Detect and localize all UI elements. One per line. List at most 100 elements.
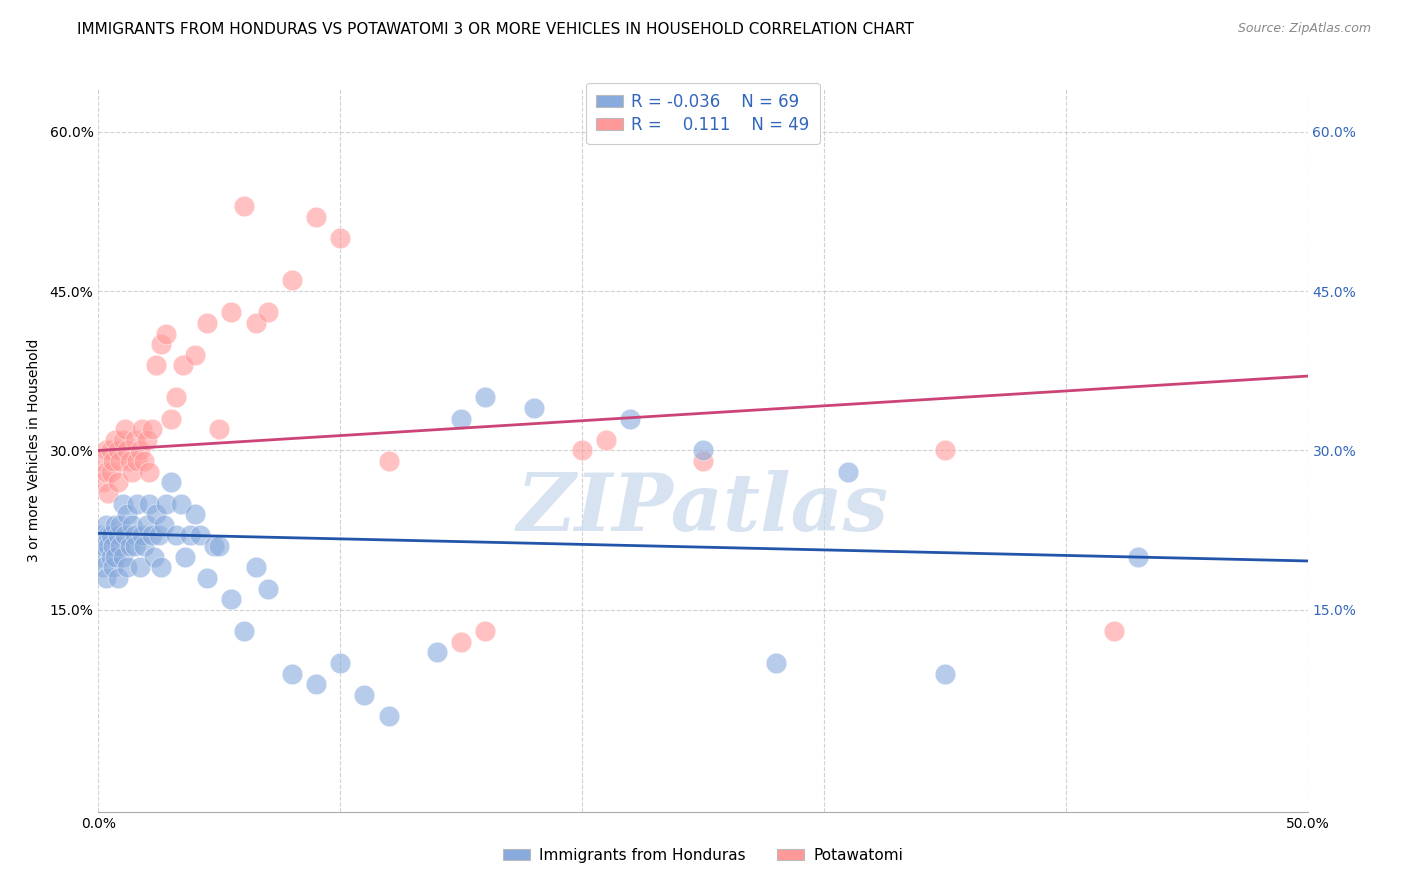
Point (141, 528, 163, 542)
Point (131, 422, 153, 436)
Point (232, 624, 254, 639)
Point (100, 443, 122, 458)
Point (91, 560, 114, 574)
Point (195, 316, 218, 330)
Point (281, 666, 304, 681)
Point (121, 465, 143, 479)
Point (450, 411, 472, 425)
Point (114, 422, 136, 436)
Point (91, 475, 114, 490)
Point (145, 507, 167, 521)
Point (165, 390, 187, 404)
Point (97, 486, 120, 500)
Point (450, 634, 472, 648)
Point (138, 497, 160, 511)
Point (114, 528, 136, 542)
Point (172, 359, 194, 373)
Point (145, 359, 167, 373)
Point (94, 571, 117, 585)
Point (571, 443, 593, 458)
Point (523, 401, 546, 415)
Point (474, 390, 496, 404)
Point (245, 560, 267, 574)
Point (256, 582, 278, 596)
Point (101, 454, 124, 468)
Point (160, 411, 183, 425)
Point (91, 539, 114, 553)
Point (100, 465, 122, 479)
Point (184, 507, 207, 521)
Point (100, 528, 122, 542)
Point (121, 517, 143, 532)
Point (619, 411, 641, 425)
Point (124, 433, 146, 447)
Point (837, 465, 859, 479)
Point (124, 539, 146, 553)
Point (100, 549, 122, 564)
Point (150, 337, 173, 351)
Point (155, 326, 177, 341)
Point (377, 454, 399, 468)
Point (377, 709, 399, 723)
Point (97, 528, 120, 542)
Text: IMMIGRANTS FROM HONDURAS VS POTAWATOMI 3 OR MORE VEHICLES IN HOUSEHOLD CORRELATI: IMMIGRANTS FROM HONDURAS VS POTAWATOMI 3… (77, 22, 914, 37)
Point (305, 210, 328, 224)
Point (128, 443, 150, 458)
Text: ZIPatlas: ZIPatlas (517, 469, 889, 547)
Point (135, 517, 157, 532)
Point (128, 560, 150, 574)
Point (94, 465, 117, 479)
Point (94, 443, 117, 458)
Point (195, 571, 218, 585)
Point (305, 677, 328, 691)
Point (138, 465, 160, 479)
Point (184, 348, 207, 362)
Point (1102, 624, 1125, 639)
Point (281, 273, 304, 287)
Point (148, 528, 170, 542)
Point (101, 560, 124, 574)
Point (90, 528, 112, 542)
Point (160, 475, 183, 490)
Point (692, 443, 714, 458)
Point (221, 592, 243, 607)
Point (353, 688, 375, 702)
Point (169, 497, 191, 511)
Point (97, 539, 120, 553)
Point (204, 539, 226, 553)
Point (127, 497, 149, 511)
Point (174, 549, 197, 564)
Point (256, 305, 278, 319)
Point (107, 475, 129, 490)
Point (118, 454, 141, 468)
Point (101, 539, 124, 553)
Point (141, 422, 163, 436)
Point (692, 454, 714, 468)
Point (152, 517, 174, 532)
Point (165, 528, 187, 542)
Point (117, 507, 139, 521)
Point (426, 645, 449, 659)
Point (104, 517, 127, 532)
Point (595, 433, 617, 447)
Point (111, 549, 134, 564)
Point (134, 539, 156, 553)
Point (221, 305, 243, 319)
Point (474, 624, 496, 639)
Point (94, 517, 117, 532)
Point (208, 422, 231, 436)
Point (90, 549, 112, 564)
Y-axis label: 3 or more Vehicles in Household: 3 or more Vehicles in Household (27, 339, 41, 562)
Point (111, 433, 134, 447)
Point (245, 316, 267, 330)
Point (124, 528, 146, 542)
Point (107, 443, 129, 458)
Point (329, 231, 352, 245)
Legend: Immigrants from Honduras, Potawatomi: Immigrants from Honduras, Potawatomi (496, 842, 910, 869)
Text: Source: ZipAtlas.com: Source: ZipAtlas.com (1237, 22, 1371, 36)
Point (117, 560, 139, 574)
Point (188, 528, 211, 542)
Point (155, 497, 177, 511)
Point (117, 443, 139, 458)
Point (934, 443, 956, 458)
